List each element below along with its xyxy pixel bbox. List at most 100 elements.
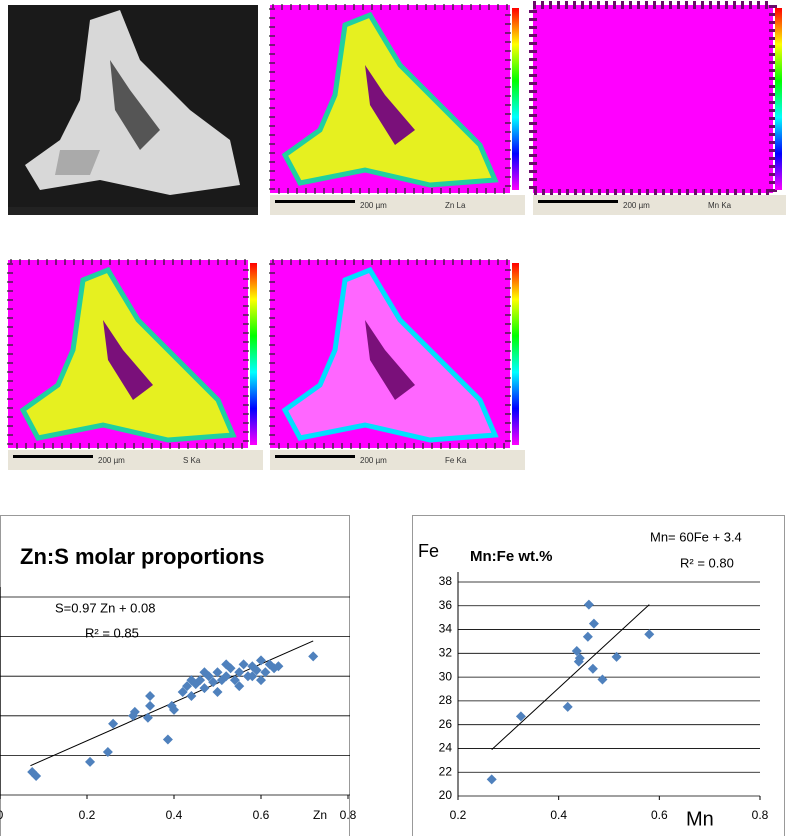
data-point [582, 631, 593, 642]
data-point [221, 659, 232, 670]
y-tick-label: 26 [439, 717, 453, 731]
scale-strip [270, 450, 525, 470]
data-point [234, 681, 245, 692]
data-point [256, 655, 266, 666]
data-point [212, 667, 223, 678]
data-point [31, 770, 42, 781]
data-point [562, 701, 573, 712]
colorbar [512, 8, 519, 190]
x-tick-label: 0.4 [166, 808, 183, 822]
data-point [212, 687, 223, 698]
data-point [195, 675, 206, 686]
data-point [273, 661, 284, 672]
data-point [234, 667, 245, 678]
data-point [571, 645, 582, 656]
data-point [308, 651, 319, 662]
element-label: S Ka [183, 456, 201, 465]
map-hole [103, 320, 153, 400]
map-region [281, 266, 499, 443]
map-panel: 200 µm Mn Ka [529, 1, 786, 215]
x-tick-label: 0.2 [79, 808, 96, 822]
y-axis-label: Fe [418, 541, 439, 561]
colorbar [250, 263, 257, 445]
data-point [587, 663, 598, 674]
y-tick-label: 20 [439, 788, 453, 802]
data-point [162, 734, 173, 745]
data-point [85, 756, 96, 767]
y-tick-label: 22 [439, 764, 453, 778]
annotation: Mn= 60Fe + 3.4 [650, 529, 742, 544]
data-point [186, 675, 197, 686]
scale-strip [8, 450, 263, 470]
map-speckle [269, 4, 511, 194]
data-point [260, 667, 271, 678]
data-point [186, 691, 197, 701]
scale-strip [533, 195, 786, 215]
chart-title: Zn:S molar proportions [20, 544, 264, 569]
y-tick-label: 34 [439, 622, 453, 636]
data-point [145, 700, 156, 711]
data-point [583, 599, 594, 610]
element-label: Mn Ka [708, 201, 732, 210]
chart: 00.20.40.60.8100.20.40.60.8Zn:S molar pr… [0, 515, 357, 836]
sem-image [8, 5, 258, 215]
x-tick-label: 0.6 [651, 808, 668, 822]
data-point [574, 653, 585, 664]
map-speckle [269, 259, 511, 449]
x-axis-label: Zn [313, 808, 327, 822]
scale-bar [275, 455, 355, 458]
element-label: Zn La [445, 201, 466, 210]
data-point [644, 629, 655, 640]
annotation: S=0.97 Zn + 0.08 [55, 600, 155, 615]
data-point [208, 677, 219, 688]
data-point [486, 774, 497, 785]
annotation: R² = 0.85 [85, 625, 139, 640]
data-point [145, 691, 156, 701]
scale-bar [275, 200, 355, 203]
scale-label: 200 µm [360, 201, 387, 210]
y-tick-label: 38 [439, 574, 453, 588]
map-background [533, 5, 773, 193]
data-point [597, 674, 608, 685]
x-axis-label: Mn [686, 808, 714, 830]
scale-label: 200 µm [360, 456, 387, 465]
map-panel: 200 µm Fe Ka [269, 259, 525, 470]
data-point [229, 675, 240, 686]
data-point [221, 671, 232, 682]
y-tick-label: 30 [439, 669, 453, 683]
scale-strip [270, 195, 525, 215]
scale-label: 200 µm [623, 201, 650, 210]
data-point [177, 687, 188, 698]
colorbar [775, 8, 782, 190]
data-point [108, 718, 119, 729]
annotation: R² = 0.80 [680, 555, 734, 570]
x-tick-label: 0.4 [550, 808, 567, 822]
y-tick-label: 32 [439, 646, 453, 660]
map-hole [365, 320, 415, 400]
data-point [102, 747, 113, 758]
data-point [251, 665, 262, 676]
chart-title: Mn:Fe wt.% [470, 548, 553, 565]
map-panel: 200 µm S Ka [7, 259, 263, 470]
data-point [199, 683, 210, 694]
x-tick-label: 0.8 [752, 808, 769, 822]
trendline [491, 604, 650, 751]
data-point [129, 706, 140, 717]
data-point [247, 671, 258, 682]
scale-label: 200 µm [98, 456, 125, 465]
data-point [611, 651, 622, 662]
scale-bar [538, 200, 618, 203]
data-point [199, 667, 210, 678]
element-label: Fe Ka [445, 456, 467, 465]
data-point [142, 712, 153, 723]
scale-bar [13, 455, 93, 458]
map-noise [529, 1, 777, 197]
x-tick-label: 0.8 [340, 808, 357, 822]
map-speckle [7, 259, 249, 449]
colorbar [512, 263, 519, 445]
chart-frame [412, 515, 785, 836]
map-hole [365, 65, 415, 145]
chart: 20 22 24 26 28 30 32 34 36 38 0.2 0.4 0.6 0.8 Mn:Fe wt… [412, 515, 785, 836]
data-point [515, 711, 526, 722]
